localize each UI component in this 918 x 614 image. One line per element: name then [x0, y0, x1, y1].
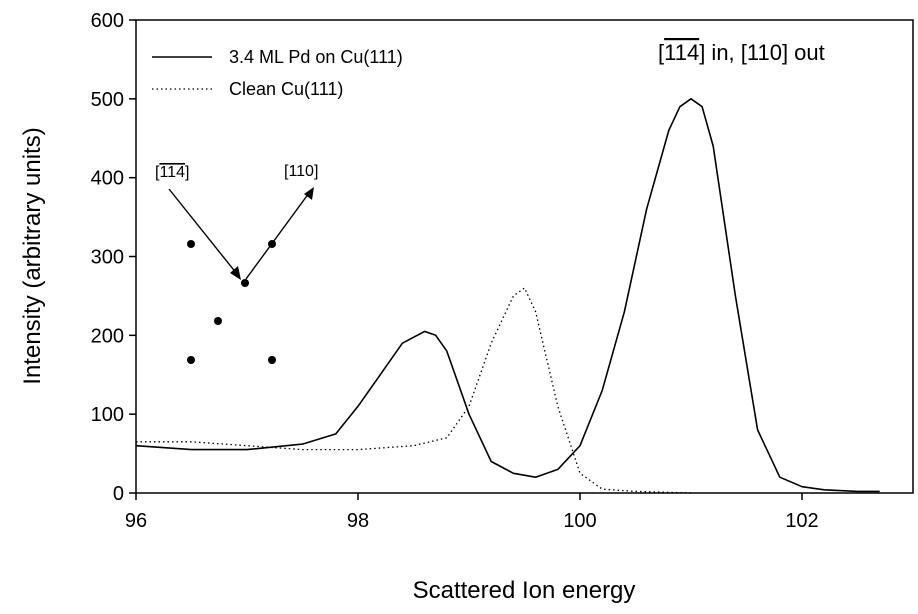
y-tick-label: 0 — [113, 483, 124, 505]
lattice-atom — [268, 240, 276, 248]
annotation-text: [114] in, [110] out — [658, 40, 825, 65]
x-tick-label: 98 — [347, 510, 369, 532]
y-tick-label: 500 — [91, 89, 124, 111]
y-tick-label: 400 — [91, 168, 124, 190]
legend-label-solid: 3.4 ML Pd on Cu(111) — [229, 47, 403, 67]
x-axis-title: Scattered Ion energy — [413, 577, 636, 604]
lattice-atom — [268, 356, 276, 364]
outgoing-arrow-line — [245, 192, 310, 280]
annotation-overline-text: 114 — [664, 40, 699, 65]
lattice-atom — [241, 279, 249, 287]
data-series — [135, 98, 880, 494]
lattice-atom — [187, 356, 195, 364]
series-line-pd-on-cu111 — [135, 98, 880, 493]
incoming-arrow-head — [230, 266, 241, 280]
lattice-atom — [214, 317, 222, 325]
legend-label-dotted: Clean Cu(111) — [229, 79, 343, 99]
legend: 3.4 ML Pd on Cu(111) Clean Cu(111) — [152, 47, 403, 99]
inset-outgoing-label: [110] — [284, 163, 318, 180]
inset-incoming-label: [114] — [155, 164, 189, 181]
y-tick-label: 600 — [91, 10, 124, 32]
y-tick-label: 200 — [91, 325, 124, 347]
x-tick-label: 100 — [563, 510, 596, 532]
lattice-atom — [187, 240, 195, 248]
x-tick-label: 96 — [125, 510, 147, 532]
x-tick-label: 102 — [785, 510, 818, 532]
scattering-inset: [114] [110] — [155, 163, 318, 364]
y-axis-title: Intensity (arbitrary units) — [19, 127, 46, 384]
incoming-arrow-line — [168, 188, 238, 275]
outgoing-arrow-head — [304, 187, 314, 200]
y-tick-label: 100 — [91, 404, 124, 426]
y-tick-label: 300 — [91, 247, 124, 269]
axis-ticks: 96 98 100 102 0 100 200 300 400 500 600 — [91, 10, 819, 532]
